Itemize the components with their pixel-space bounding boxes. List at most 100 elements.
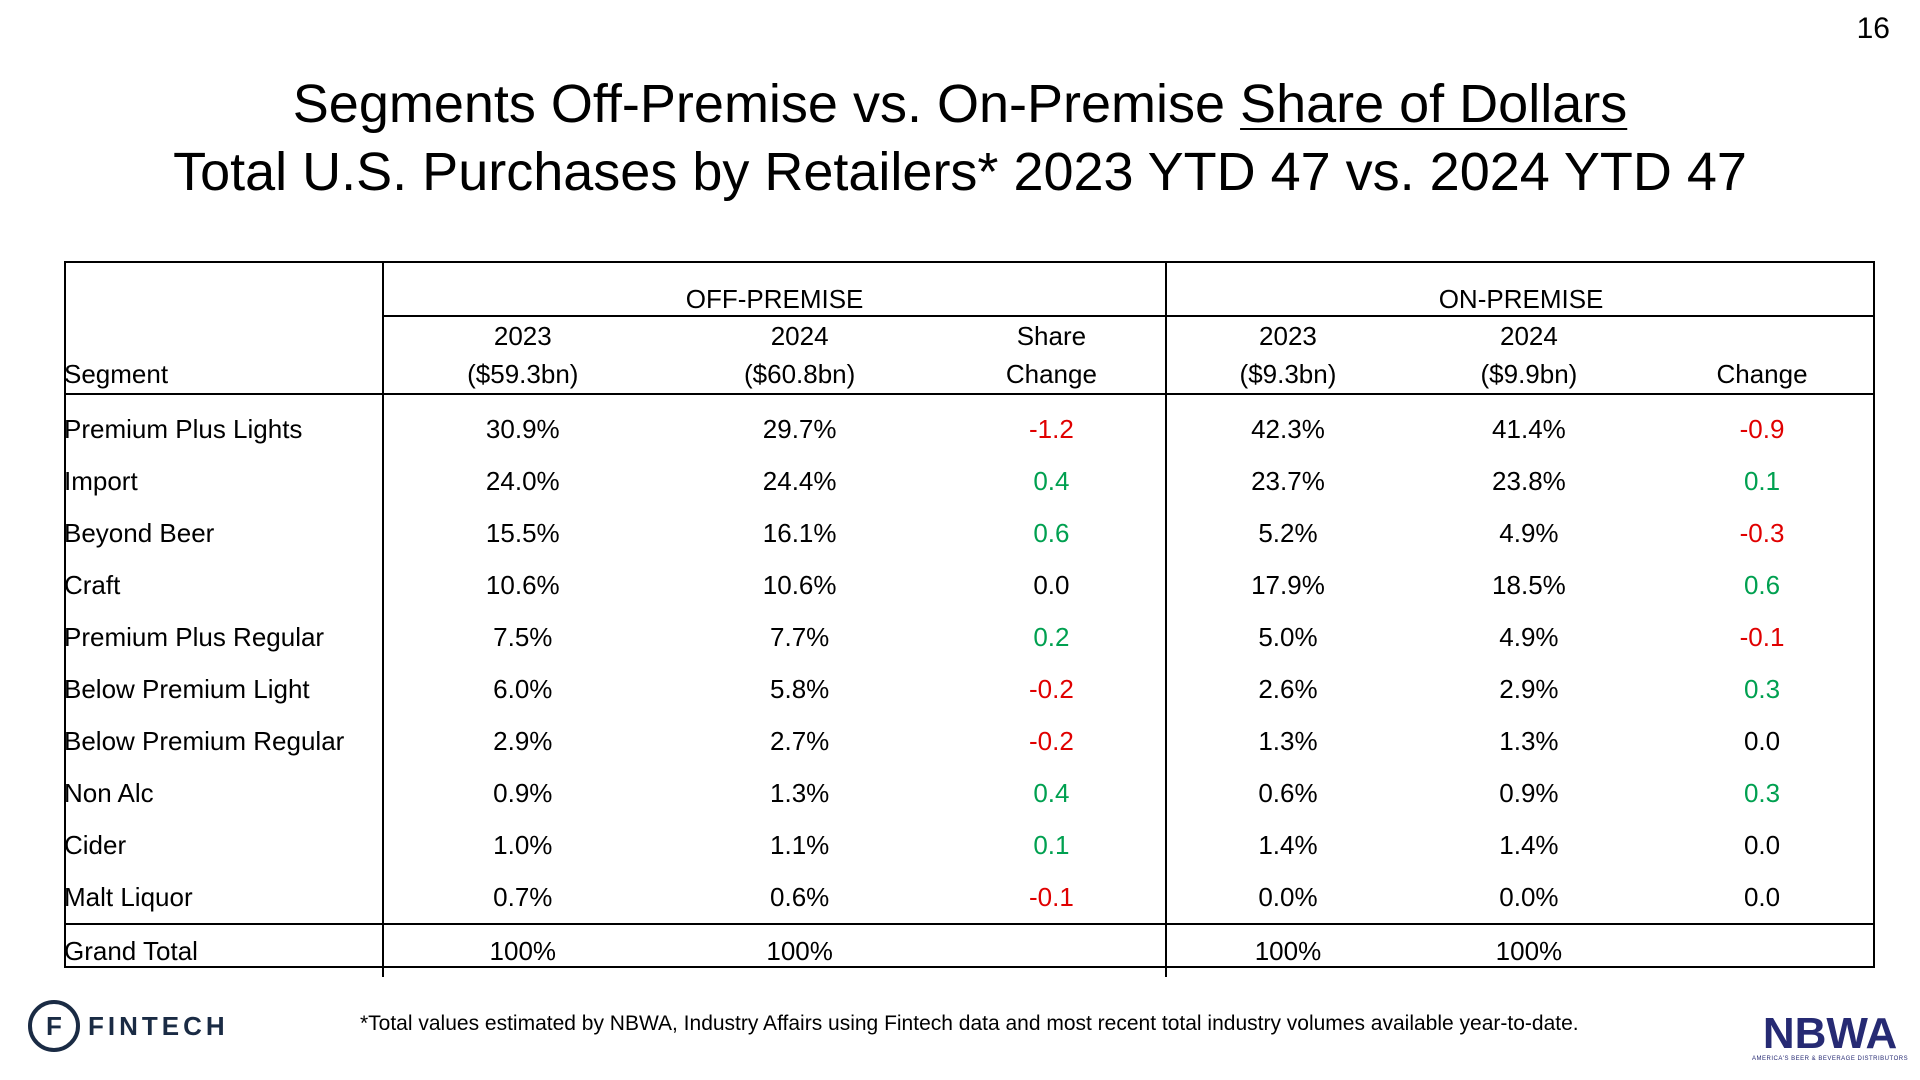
cell-on-change bbox=[1649, 923, 1875, 977]
cell-segment: Beyond Beer bbox=[64, 507, 384, 559]
cell-on-2024: 41.4% bbox=[1492, 413, 1566, 444]
page-number: 16 bbox=[1856, 12, 1890, 45]
group-header-row: OFF-PREMISE ON-PREMISE bbox=[64, 261, 1875, 316]
cell-off-2024: 0.6% bbox=[770, 881, 830, 912]
cell-on-2024: 18.5% bbox=[1492, 569, 1566, 600]
cell-on-change: 0.3 bbox=[1743, 777, 1781, 808]
cell-off-2024: 10.6% bbox=[762, 569, 837, 600]
cell-on-2023: 17.9% bbox=[1165, 559, 1409, 611]
cell-on-2023: 23.7% bbox=[1165, 455, 1409, 507]
cell-on-2023: 42.3% bbox=[1165, 394, 1409, 455]
cell-segment: Grand Total bbox=[64, 923, 384, 977]
cell-on-2023: 0.6% bbox=[1165, 767, 1409, 819]
cell-segment: Premium Plus Lights bbox=[64, 394, 384, 455]
cell-on-change: 0.3 bbox=[1743, 673, 1781, 704]
cell-off-2024: 24.4% bbox=[762, 465, 837, 496]
cell-on-2024: 2.9% bbox=[1499, 673, 1559, 704]
cell-off-2023: 0.9% bbox=[493, 777, 553, 808]
grand-total-row: Grand Total 100% 100% 100% 100% bbox=[64, 923, 1875, 977]
cell-off-2024: 7.7% bbox=[770, 621, 830, 652]
cell-off-2023: 2.9% bbox=[493, 725, 553, 756]
cell-on-change: 0.0 bbox=[1743, 829, 1781, 860]
share-table: OFF-PREMISE ON-PREMISE Segment 2023 ($59.… bbox=[64, 261, 1875, 977]
cell-on-2023: 5.0% bbox=[1165, 611, 1409, 663]
cell-off-2023: 1.0% bbox=[493, 829, 553, 860]
table-row: Import 24.0% 24.4% 0.4 23.7% 23.8% 0.1 bbox=[64, 455, 1875, 507]
table-row: Premium Plus Regular 7.5% 7.7% 0.2 5.0% 4.9% -… bbox=[64, 611, 1875, 663]
cell-on-2024: 4.9% bbox=[1499, 517, 1559, 548]
cell-off-2024: 1.3% bbox=[770, 777, 830, 808]
nbwa-logo: NBWA AMERICA'S BEER & BEVERAGE DISTRIBUTO… bbox=[1752, 1009, 1909, 1063]
cell-off-change bbox=[937, 923, 1167, 977]
header-off-2024: 2024 ($60.8bn) bbox=[661, 315, 938, 395]
cell-on-2024: 100% bbox=[1408, 923, 1650, 977]
cell-on-change: 0.1 bbox=[1743, 465, 1781, 496]
cell-on-2023: 5.2% bbox=[1165, 507, 1409, 559]
cell-on-change: -0.3 bbox=[1739, 517, 1785, 548]
cell-off-2024: 100% bbox=[661, 923, 938, 977]
table-row: Below Premium Light 6.0% 5.8% -0.2 2.6% 2.9% 0… bbox=[64, 663, 1875, 715]
cell-off-change: -0.2 bbox=[1029, 673, 1074, 704]
cell-segment: Craft bbox=[64, 559, 384, 611]
cell-on-change: -0.9 bbox=[1739, 413, 1785, 444]
header-off-2023: 2023 ($59.3bn) bbox=[383, 315, 662, 395]
cell-on-change: -0.1 bbox=[1739, 621, 1785, 652]
cell-on-2023: 2.6% bbox=[1165, 663, 1409, 715]
cell-off-change: 0.6 bbox=[1033, 517, 1070, 548]
header-off-change: Share Change bbox=[937, 315, 1167, 395]
cell-off-change: 0.4 bbox=[1033, 465, 1070, 496]
cell-off-2024: 29.7% bbox=[762, 413, 837, 444]
cell-on-2024: 23.8% bbox=[1492, 465, 1566, 496]
cell-on-2023: 1.4% bbox=[1165, 819, 1409, 871]
cell-segment: Below Premium Regular bbox=[64, 715, 384, 767]
cell-segment: Non Alc bbox=[64, 767, 384, 819]
cell-on-2024: 4.9% bbox=[1499, 621, 1559, 652]
table-row: Non Alc 0.9% 1.3% 0.4 0.6% 0.9% 0.3 bbox=[64, 767, 1875, 819]
column-header-row: Segment 2023 ($59.3bn) 2024 ($60.8bn) Shar… bbox=[64, 315, 1875, 395]
cell-off-2024: 16.1% bbox=[762, 517, 837, 548]
cell-segment: Premium Plus Regular bbox=[64, 611, 384, 663]
fintech-icon: F bbox=[28, 1000, 80, 1052]
header-on-2023: 2023 ($9.3bn) bbox=[1165, 315, 1409, 395]
title-line2: Total U.S. Purchases by Retailers* 2023 … bbox=[173, 142, 1747, 202]
cell-on-2024: 0.0% bbox=[1499, 881, 1559, 912]
cell-on-2024: 1.3% bbox=[1499, 725, 1559, 756]
group-on-premise: ON-PREMISE bbox=[1165, 261, 1875, 316]
cell-off-2023: 7.5% bbox=[493, 621, 553, 652]
cell-off-2023: 24.0% bbox=[485, 465, 560, 496]
header-on-2024: 2024 ($9.9bn) bbox=[1408, 315, 1650, 395]
cell-on-2023: 0.0% bbox=[1165, 871, 1409, 924]
table-row: Craft 10.6% 10.6% 0.0 17.9% 18.5% 0.6 bbox=[64, 559, 1875, 611]
cell-off-2024: 1.1% bbox=[770, 829, 830, 860]
cell-off-2023: 0.7% bbox=[493, 881, 553, 912]
table-row: Premium Plus Lights 30.9% 29.7% -1.2 42.3% 41… bbox=[64, 394, 1875, 455]
header-on-change: Change bbox=[1649, 315, 1875, 395]
cell-on-2023: 1.3% bbox=[1165, 715, 1409, 767]
cell-off-change: -1.2 bbox=[1029, 413, 1074, 444]
cell-off-change: 0.4 bbox=[1033, 777, 1070, 808]
cell-segment: Below Premium Light bbox=[64, 663, 384, 715]
cell-off-2023: 30.9% bbox=[485, 413, 560, 444]
cell-on-2024: 0.9% bbox=[1499, 777, 1559, 808]
cell-off-change: 0.1 bbox=[1033, 829, 1070, 860]
cell-segment: Import bbox=[64, 455, 384, 507]
cell-off-change: 0.2 bbox=[1033, 621, 1070, 652]
cell-off-change: 0.0 bbox=[1033, 569, 1070, 600]
table-row: Cider 1.0% 1.1% 0.1 1.4% 1.4% 0.0 bbox=[64, 819, 1875, 871]
cell-off-2023: 10.6% bbox=[485, 569, 560, 600]
cell-segment: Cider bbox=[64, 819, 384, 871]
table-row: Below Premium Regular 2.9% 2.7% -0.2 1.3% 1.3… bbox=[64, 715, 1875, 767]
cell-off-2023: 6.0% bbox=[493, 673, 553, 704]
table-row: Malt Liquor 0.7% 0.6% -0.1 0.0% 0.0% 0.0 bbox=[64, 871, 1875, 924]
cell-segment: Malt Liquor bbox=[64, 871, 384, 924]
cell-off-2024: 5.8% bbox=[770, 673, 830, 704]
title-underlined: Share of Dollars bbox=[1240, 74, 1628, 134]
table-row: Beyond Beer 15.5% 16.1% 0.6 5.2% 4.9% -0.3 bbox=[64, 507, 1875, 559]
group-off-premise: OFF-PREMISE bbox=[685, 284, 864, 314]
cell-off-2023: 100% bbox=[383, 923, 662, 977]
slide-title: Segments Off-Premise vs. On-Premise Shar… bbox=[0, 70, 1920, 206]
header-segment: Segment bbox=[64, 316, 384, 395]
cell-off-change: -0.2 bbox=[1029, 725, 1074, 756]
cell-on-change: 0.6 bbox=[1743, 569, 1781, 600]
cell-on-2024: 1.4% bbox=[1499, 829, 1559, 860]
